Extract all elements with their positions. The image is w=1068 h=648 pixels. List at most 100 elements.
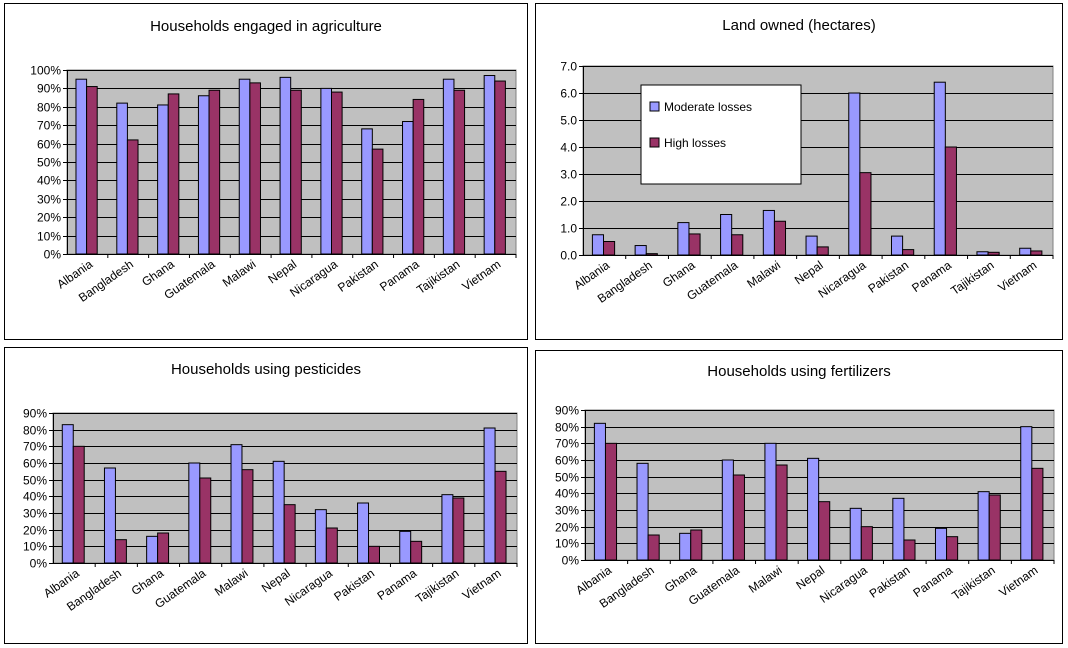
bar-high-losses-bangladesh: [647, 534, 660, 561]
bar-moderate-losses-ghana: [677, 222, 690, 256]
bar-high-losses-pakistan: [902, 249, 915, 256]
bar-moderate-losses-panama: [399, 530, 412, 564]
bar-high-losses-nepal: [290, 89, 302, 255]
x-tick-label-nepal: Nepal: [266, 257, 300, 286]
x-tick-label-pakistan: Pakistan: [335, 257, 381, 295]
bar-high-losses-albania: [86, 86, 98, 255]
bar-high-losses-vietnam: [1030, 250, 1043, 256]
bar-moderate-losses-malawi: [764, 442, 777, 561]
y-tick-label: 20%: [37, 211, 61, 225]
bar-moderate-losses-bangladesh: [634, 245, 647, 256]
x-tick-label-pakistan: Pakistan: [331, 566, 377, 604]
bar-moderate-losses-albania: [591, 234, 605, 256]
bar-high-losses-nepal: [818, 501, 831, 561]
y-tick-label: 0%: [562, 554, 580, 568]
bar-high-losses-bangladesh: [645, 253, 658, 256]
y-tick-label: 4.0: [560, 141, 577, 155]
y-tick-label: 0%: [30, 557, 48, 571]
bar-high-losses-ghana: [690, 529, 703, 561]
bar-moderate-losses-guatemala: [188, 462, 201, 564]
bar-high-losses-guatemala: [199, 477, 212, 564]
bar-moderate-losses-vietnam: [483, 75, 496, 255]
y-tick-label: 70%: [23, 440, 47, 454]
y-tick-label: 60%: [37, 138, 61, 152]
bar-high-losses-albania: [604, 442, 618, 561]
bar-moderate-losses-guatemala: [721, 459, 734, 561]
bar-high-losses-guatemala: [731, 234, 744, 256]
bar-high-losses-guatemala: [732, 474, 745, 561]
bar-high-losses-albania: [603, 241, 616, 256]
y-tick-label: 2.0: [560, 195, 577, 209]
chart-title: Land owned (hectares): [722, 17, 875, 34]
x-tick-label-malawi: Malawi: [212, 566, 251, 599]
y-tick-label: 30%: [23, 507, 47, 521]
y-tick-label: 90%: [23, 407, 47, 421]
chart-panel-fertilizers: Households using fertilizers 0% 10% 20% 30% 4…: [535, 350, 1063, 644]
chart-panel-land-owned: Land owned (hectares) 0.0 1.0 2.0 3.0 4.0 5.0 6…: [535, 3, 1063, 340]
x-tick-label-nepal: Nepal: [794, 563, 828, 592]
y-tick-label: 3.0: [560, 168, 577, 182]
bar-moderate-losses-bangladesh: [636, 462, 649, 561]
bar-moderate-losses-pakistan: [890, 235, 904, 256]
x-tick-label-tajikistan: Tajikistan: [949, 563, 997, 603]
bar-high-losses-pakistan: [903, 539, 916, 561]
bar-high-losses-nicaragua: [859, 172, 872, 256]
x-tick-label-malawi: Malawi: [744, 258, 783, 291]
x-tick-label-vietnam: Vietnam: [460, 566, 504, 603]
bar-moderate-losses-vietnam: [1019, 247, 1032, 256]
y-tick-label: 40%: [37, 174, 61, 188]
x-tick-label-malawi: Malawi: [220, 257, 259, 290]
bar-high-losses-malawi: [775, 464, 788, 561]
legend-swatch-high-losses: [649, 137, 660, 148]
bar-moderate-losses-malawi: [238, 78, 251, 255]
bar-high-losses-albania: [72, 445, 85, 564]
y-tick-label: 20%: [555, 521, 579, 535]
x-tick-label-vietnam: Vietnam: [459, 257, 503, 294]
bar-high-losses-vietnam: [1031, 467, 1044, 561]
y-tick-label: 100%: [30, 64, 61, 78]
bar-moderate-losses-nicaragua: [320, 87, 333, 255]
bar-high-losses-pakistan: [371, 148, 384, 255]
bar-high-losses-ghana: [167, 93, 180, 255]
x-tick-label-nicaragua: Nicaragua: [817, 563, 870, 606]
bar-high-losses-tajikistan: [453, 89, 466, 255]
x-tick-label-panama: Panama: [909, 258, 954, 295]
bar-high-losses-malawi: [773, 220, 787, 256]
bar-high-losses-vietnam: [494, 470, 507, 564]
bar-moderate-losses-nicaragua: [849, 507, 862, 561]
chart-panel-pesticides: Households using pesticides 0% 10% 20% 30% 40…: [4, 347, 528, 644]
bar-moderate-losses-malawi: [762, 209, 775, 256]
bar-moderate-losses-pakistan: [361, 128, 373, 255]
bar-high-losses-ghana: [157, 532, 170, 564]
bar-high-losses-malawi: [241, 469, 254, 564]
bar-moderate-losses-vietnam: [1020, 426, 1033, 561]
bar-high-losses-nepal: [816, 246, 829, 256]
bar-moderate-losses-nicaragua: [848, 92, 861, 256]
bar-moderate-losses-guatemala: [197, 95, 210, 255]
x-tick-label-nepal: Nepal: [792, 258, 826, 287]
bar-high-losses-panama: [410, 540, 423, 564]
y-tick-label: 60%: [555, 454, 579, 468]
bar-moderate-losses-pakistan: [892, 497, 905, 561]
y-tick-label: 50%: [37, 156, 61, 170]
legend-label-moderate-losses: Moderate losses: [664, 100, 752, 114]
x-tick-label-vietnam: Vietnam: [996, 563, 1040, 600]
y-tick-label: 80%: [37, 101, 61, 115]
bar-moderate-losses-tajikistan: [442, 78, 455, 255]
bar-high-losses-nicaragua: [325, 527, 338, 564]
x-tick-label-tajikistan: Tajikistan: [414, 257, 462, 297]
x-tick-label-nepal: Nepal: [259, 566, 293, 595]
bar-moderate-losses-nepal: [807, 457, 820, 561]
x-tick-label-tajikistan: Tajikistan: [948, 258, 996, 298]
bar-moderate-losses-nicaragua: [314, 509, 327, 564]
bar-high-losses-bangladesh: [126, 139, 139, 255]
y-tick-label: 80%: [23, 424, 47, 438]
bar-moderate-losses-panama: [934, 527, 948, 561]
fertilizers-chart: Households using fertilizers 0% 10% 20% 30% 4…: [555, 363, 1055, 611]
chart-title: Households using pesticides: [171, 361, 361, 378]
x-tick-label-panama: Panama: [910, 563, 955, 600]
chart-title: Households using fertilizers: [707, 363, 890, 380]
chart-title: Households engaged in agriculture: [150, 18, 382, 35]
y-tick-label: 50%: [23, 474, 47, 488]
legend-box: [640, 84, 802, 185]
